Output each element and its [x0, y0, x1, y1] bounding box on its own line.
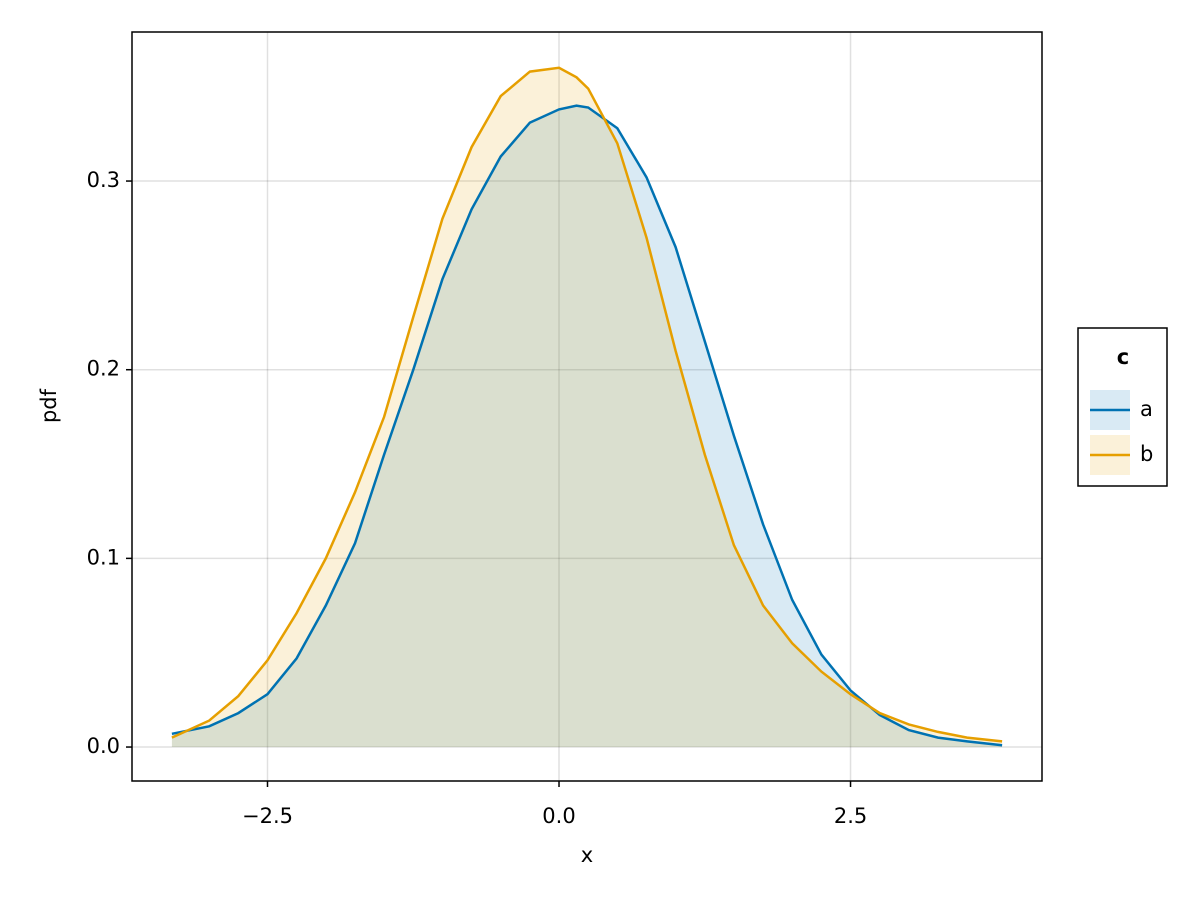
legend-title: c: [1117, 345, 1129, 369]
y-tick-label: 0.0: [87, 734, 120, 758]
x-tick-label: −2.5: [242, 804, 293, 828]
y-tick-label: 0.3: [87, 168, 120, 192]
density-area: [171, 105, 1003, 748]
x-tick-label: 0.0: [542, 804, 575, 828]
legend-label: a: [1140, 397, 1153, 421]
y-axis-label: pdf: [37, 388, 61, 423]
legend-box: [1077, 327, 1168, 487]
density-area: [171, 67, 1003, 748]
y-tick-label: 0.1: [87, 545, 120, 569]
plot-frame: [131, 31, 1043, 782]
y-tick-label: 0.2: [87, 357, 120, 381]
density-line: [171, 104, 1003, 747]
x-tick-label: 2.5: [834, 804, 867, 828]
legend-label: b: [1140, 442, 1153, 466]
x-axis-label: x: [581, 843, 593, 867]
density-line: [171, 66, 1003, 743]
